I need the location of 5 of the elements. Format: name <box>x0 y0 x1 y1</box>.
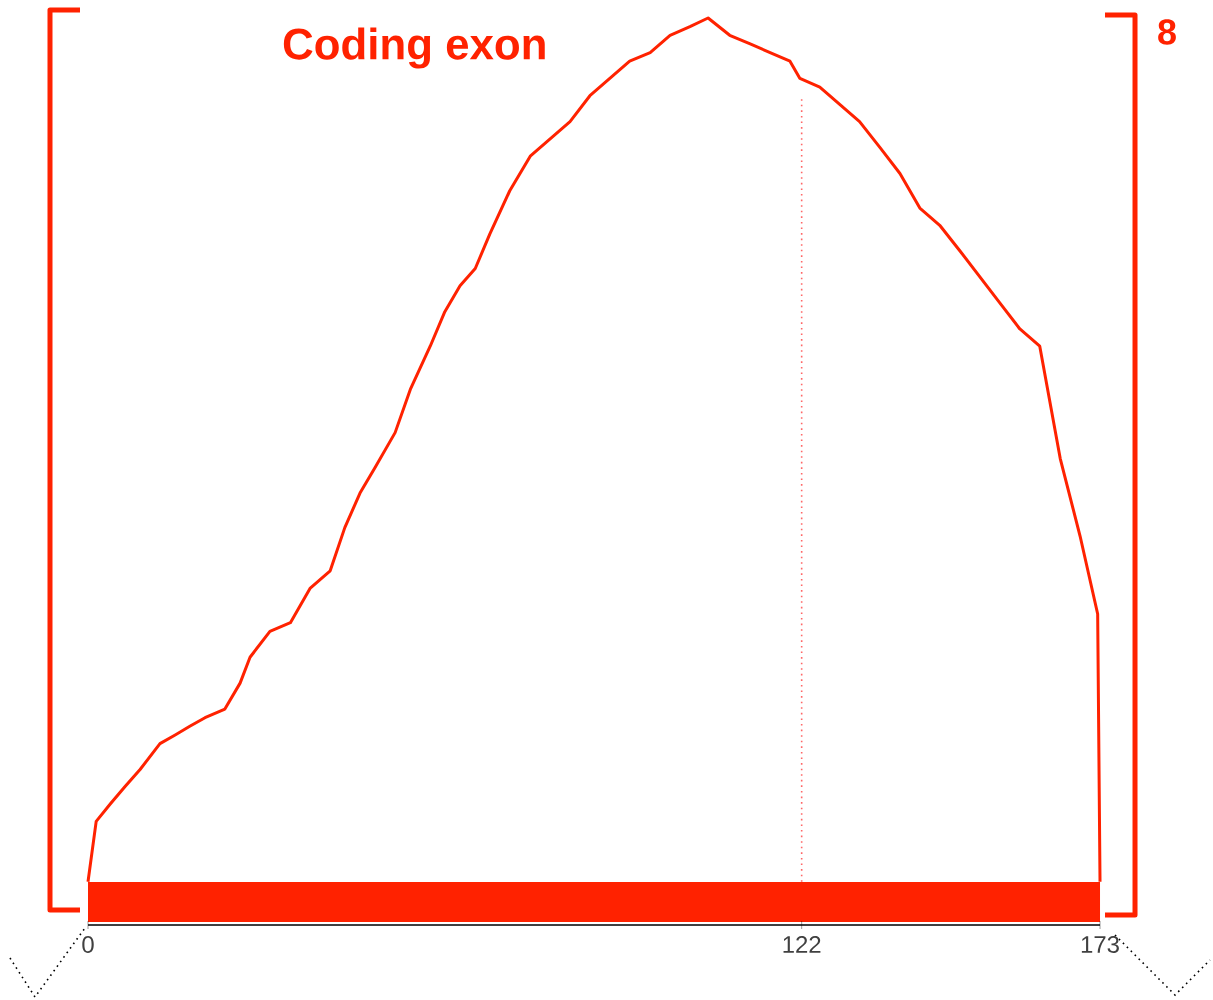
chart-title: Coding exon <box>283 27 545 69</box>
text: 8 <box>1158 19 1176 45</box>
x-tick-label: 0 <box>82 936 94 953</box>
x-tick-label: 173 <box>1081 936 1119 953</box>
x-tick-label: 122 <box>783 936 821 953</box>
